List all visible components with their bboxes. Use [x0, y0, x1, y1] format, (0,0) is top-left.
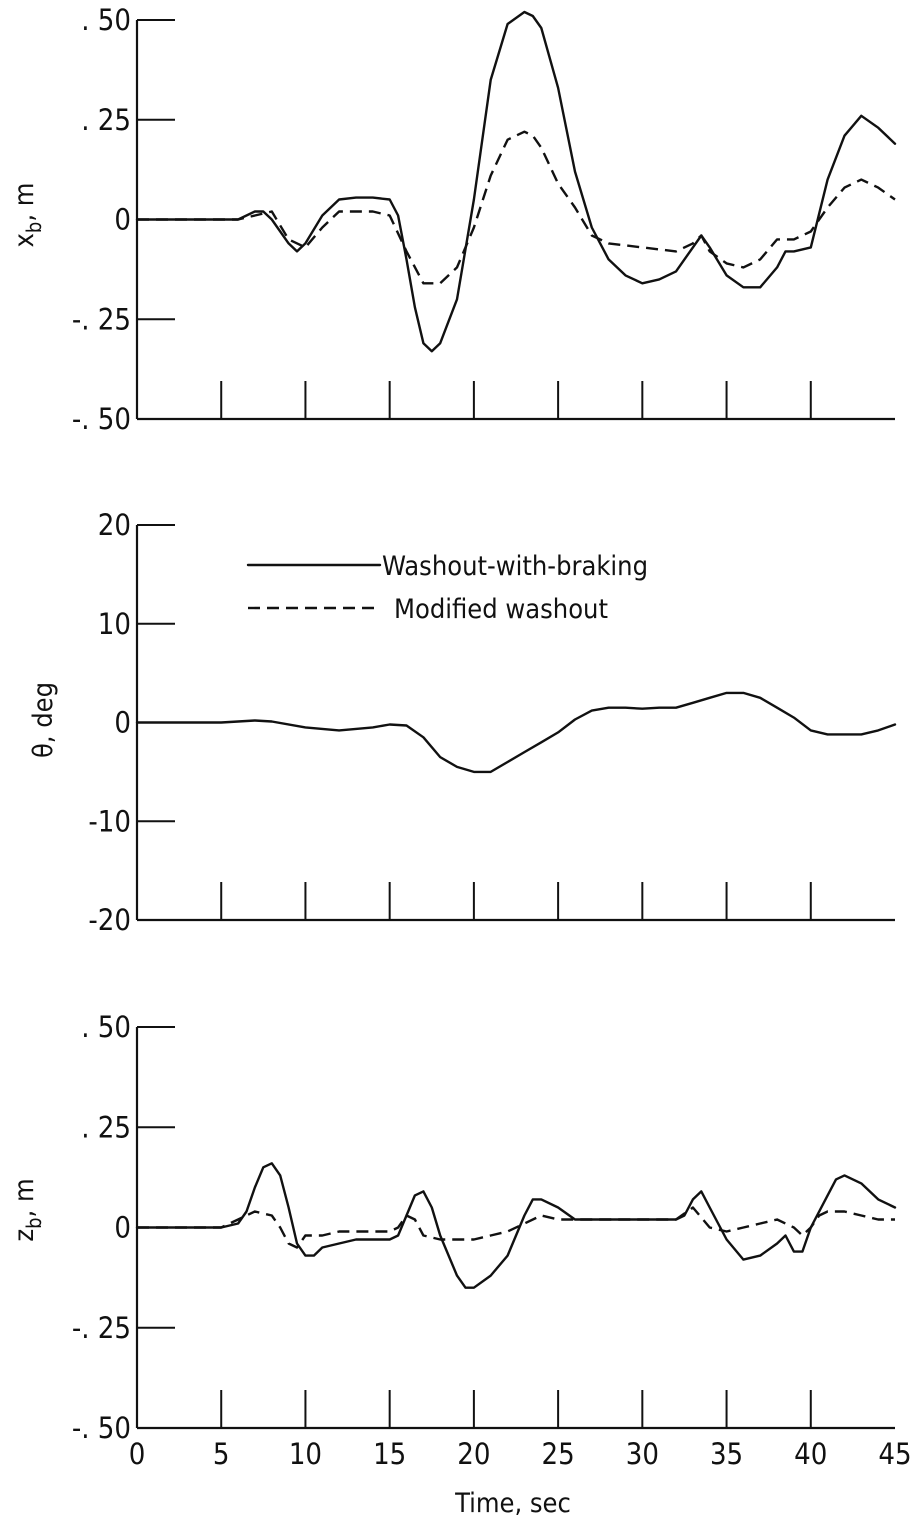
zb-ylabel: zb, m — [9, 1178, 46, 1241]
x-tick-label: 0 — [129, 1437, 146, 1471]
legend: Washout-with-braking Modified washout — [248, 551, 648, 625]
y-tick-label: 0 — [114, 203, 131, 237]
legend-label-washout-with-braking: Washout-with-braking — [382, 551, 648, 582]
x-tick-label: 40 — [794, 1437, 827, 1471]
x-tick-label: 30 — [626, 1437, 659, 1471]
x-tick-label: 15 — [373, 1437, 406, 1471]
legend-label-modified-washout: Modified washout — [394, 594, 608, 625]
series-line-modified-washout — [137, 1208, 895, 1248]
x-tick-label: 20 — [457, 1437, 490, 1471]
series-line-washout-with-braking — [137, 12, 895, 351]
y-tick-label: -. 25 — [72, 302, 131, 336]
x-tick-label: 45 — [878, 1437, 911, 1471]
theta-panel: θ, deg Washout-with-braking Modified was… — [28, 508, 895, 937]
time-xlabel: Time, sec — [454, 1488, 571, 1519]
y-tick-label: . 25 — [81, 103, 131, 137]
y-tick-label: -. 50 — [72, 402, 131, 436]
x-tick-label: 5 — [213, 1437, 230, 1471]
y-tick-label: -10 — [88, 804, 131, 838]
x-tick-label: 10 — [289, 1437, 322, 1471]
y-tick-label: . 25 — [81, 1110, 131, 1144]
y-tick-label: . 50 — [81, 3, 131, 37]
xb-panel: xb, m . 50 . 25 0 -. 25 -. 50 — [9, 3, 895, 436]
y-tick-label: 0 — [114, 706, 131, 740]
series-line-washout-with-braking — [137, 693, 895, 772]
theta-ylabel: θ, deg — [28, 682, 59, 758]
zb-panel: zb, m Time, sec . 50. 250-. 25-. 500 5 10 1… — [9, 1010, 912, 1519]
y-tick-label: . 50 — [81, 1010, 131, 1044]
x-tick-label: 25 — [542, 1437, 575, 1471]
y-tick-label: 10 — [98, 607, 131, 641]
y-tick-label: -. 25 — [72, 1311, 131, 1345]
series-line-washout-with-braking — [137, 1163, 895, 1287]
x-tick-label: 35 — [710, 1437, 743, 1471]
y-tick-label: 0 — [114, 1211, 131, 1245]
xb-ylabel: xb, m — [9, 183, 46, 248]
y-tick-label: -. 50 — [72, 1411, 131, 1445]
y-tick-label: 20 — [98, 508, 131, 542]
y-tick-label: -20 — [88, 903, 131, 937]
